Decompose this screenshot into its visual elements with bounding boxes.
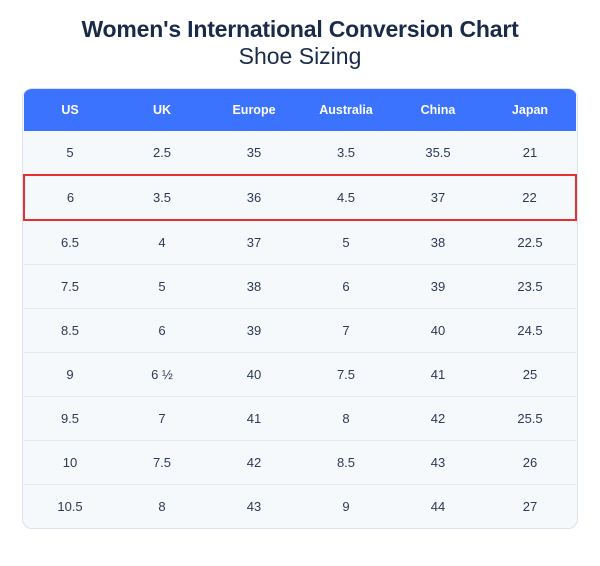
col-header-europe: Europe xyxy=(208,89,300,131)
col-header-australia: Australia xyxy=(300,89,392,131)
table-cell: 37 xyxy=(392,175,484,220)
title-line1: Women's International Conversion Chart xyxy=(22,16,578,43)
table-cell: 7 xyxy=(116,397,208,441)
table-row: 96 ½407.54125 xyxy=(24,353,576,397)
table-cell: 38 xyxy=(392,220,484,265)
table-cell: 9 xyxy=(300,485,392,529)
table-cell: 6 xyxy=(24,175,116,220)
col-header-china: China xyxy=(392,89,484,131)
table-row: 6.543753822.5 xyxy=(24,220,576,265)
table-cell: 40 xyxy=(392,309,484,353)
table-row: 7.553863923.5 xyxy=(24,265,576,309)
table-cell: 4 xyxy=(116,220,208,265)
table-cell: 43 xyxy=(208,485,300,529)
table-cell: 41 xyxy=(392,353,484,397)
table-cell: 22.5 xyxy=(484,220,576,265)
table-cell: 44 xyxy=(392,485,484,529)
table-header-row: US UK Europe Australia China Japan xyxy=(24,89,576,131)
table-cell: 25 xyxy=(484,353,576,397)
table-cell: 21 xyxy=(484,131,576,175)
table-cell: 42 xyxy=(392,397,484,441)
table-cell: 7 xyxy=(300,309,392,353)
table-row: 63.5364.53722 xyxy=(24,175,576,220)
table-cell: 41 xyxy=(208,397,300,441)
chart-container: Women's International Conversion Chart S… xyxy=(0,0,600,529)
table-row: 10.584394427 xyxy=(24,485,576,529)
col-header-us: US xyxy=(24,89,116,131)
table-cell: 10.5 xyxy=(24,485,116,529)
table-cell: 39 xyxy=(208,309,300,353)
table-cell: 6 xyxy=(116,309,208,353)
table-cell: 26 xyxy=(484,441,576,485)
table-cell: 6 ½ xyxy=(116,353,208,397)
table-cell: 35 xyxy=(208,131,300,175)
table-cell: 24.5 xyxy=(484,309,576,353)
table-cell: 37 xyxy=(208,220,300,265)
conversion-table-wrap: US UK Europe Australia China Japan 52.53… xyxy=(22,88,578,529)
table-cell: 43 xyxy=(392,441,484,485)
table-cell: 8 xyxy=(116,485,208,529)
col-header-uk: UK xyxy=(116,89,208,131)
table-row: 9.574184225.5 xyxy=(24,397,576,441)
table-cell: 8.5 xyxy=(300,441,392,485)
table-cell: 23.5 xyxy=(484,265,576,309)
table-cell: 8.5 xyxy=(24,309,116,353)
table-cell: 5 xyxy=(116,265,208,309)
conversion-table: US UK Europe Australia China Japan 52.53… xyxy=(23,89,577,528)
table-row: 52.5353.535.521 xyxy=(24,131,576,175)
table-cell: 3.5 xyxy=(300,131,392,175)
table-cell: 6 xyxy=(300,265,392,309)
table-cell: 3.5 xyxy=(116,175,208,220)
table-cell: 7.5 xyxy=(300,353,392,397)
table-cell: 40 xyxy=(208,353,300,397)
table-cell: 9.5 xyxy=(24,397,116,441)
table-cell: 22 xyxy=(484,175,576,220)
title-line2: Shoe Sizing xyxy=(22,43,578,70)
table-cell: 38 xyxy=(208,265,300,309)
table-cell: 5 xyxy=(24,131,116,175)
table-row: 107.5428.54326 xyxy=(24,441,576,485)
table-cell: 36 xyxy=(208,175,300,220)
table-cell: 7.5 xyxy=(116,441,208,485)
table-cell: 5 xyxy=(300,220,392,265)
table-cell: 8 xyxy=(300,397,392,441)
table-cell: 2.5 xyxy=(116,131,208,175)
table-cell: 9 xyxy=(24,353,116,397)
table-cell: 10 xyxy=(24,441,116,485)
table-cell: 7.5 xyxy=(24,265,116,309)
table-cell: 25.5 xyxy=(484,397,576,441)
table-cell: 6.5 xyxy=(24,220,116,265)
table-row: 8.563974024.5 xyxy=(24,309,576,353)
table-cell: 27 xyxy=(484,485,576,529)
col-header-japan: Japan xyxy=(484,89,576,131)
table-cell: 35.5 xyxy=(392,131,484,175)
table-cell: 42 xyxy=(208,441,300,485)
table-cell: 4.5 xyxy=(300,175,392,220)
table-cell: 39 xyxy=(392,265,484,309)
table-body: 52.5353.535.52163.5364.537226.543753822.… xyxy=(24,131,576,528)
